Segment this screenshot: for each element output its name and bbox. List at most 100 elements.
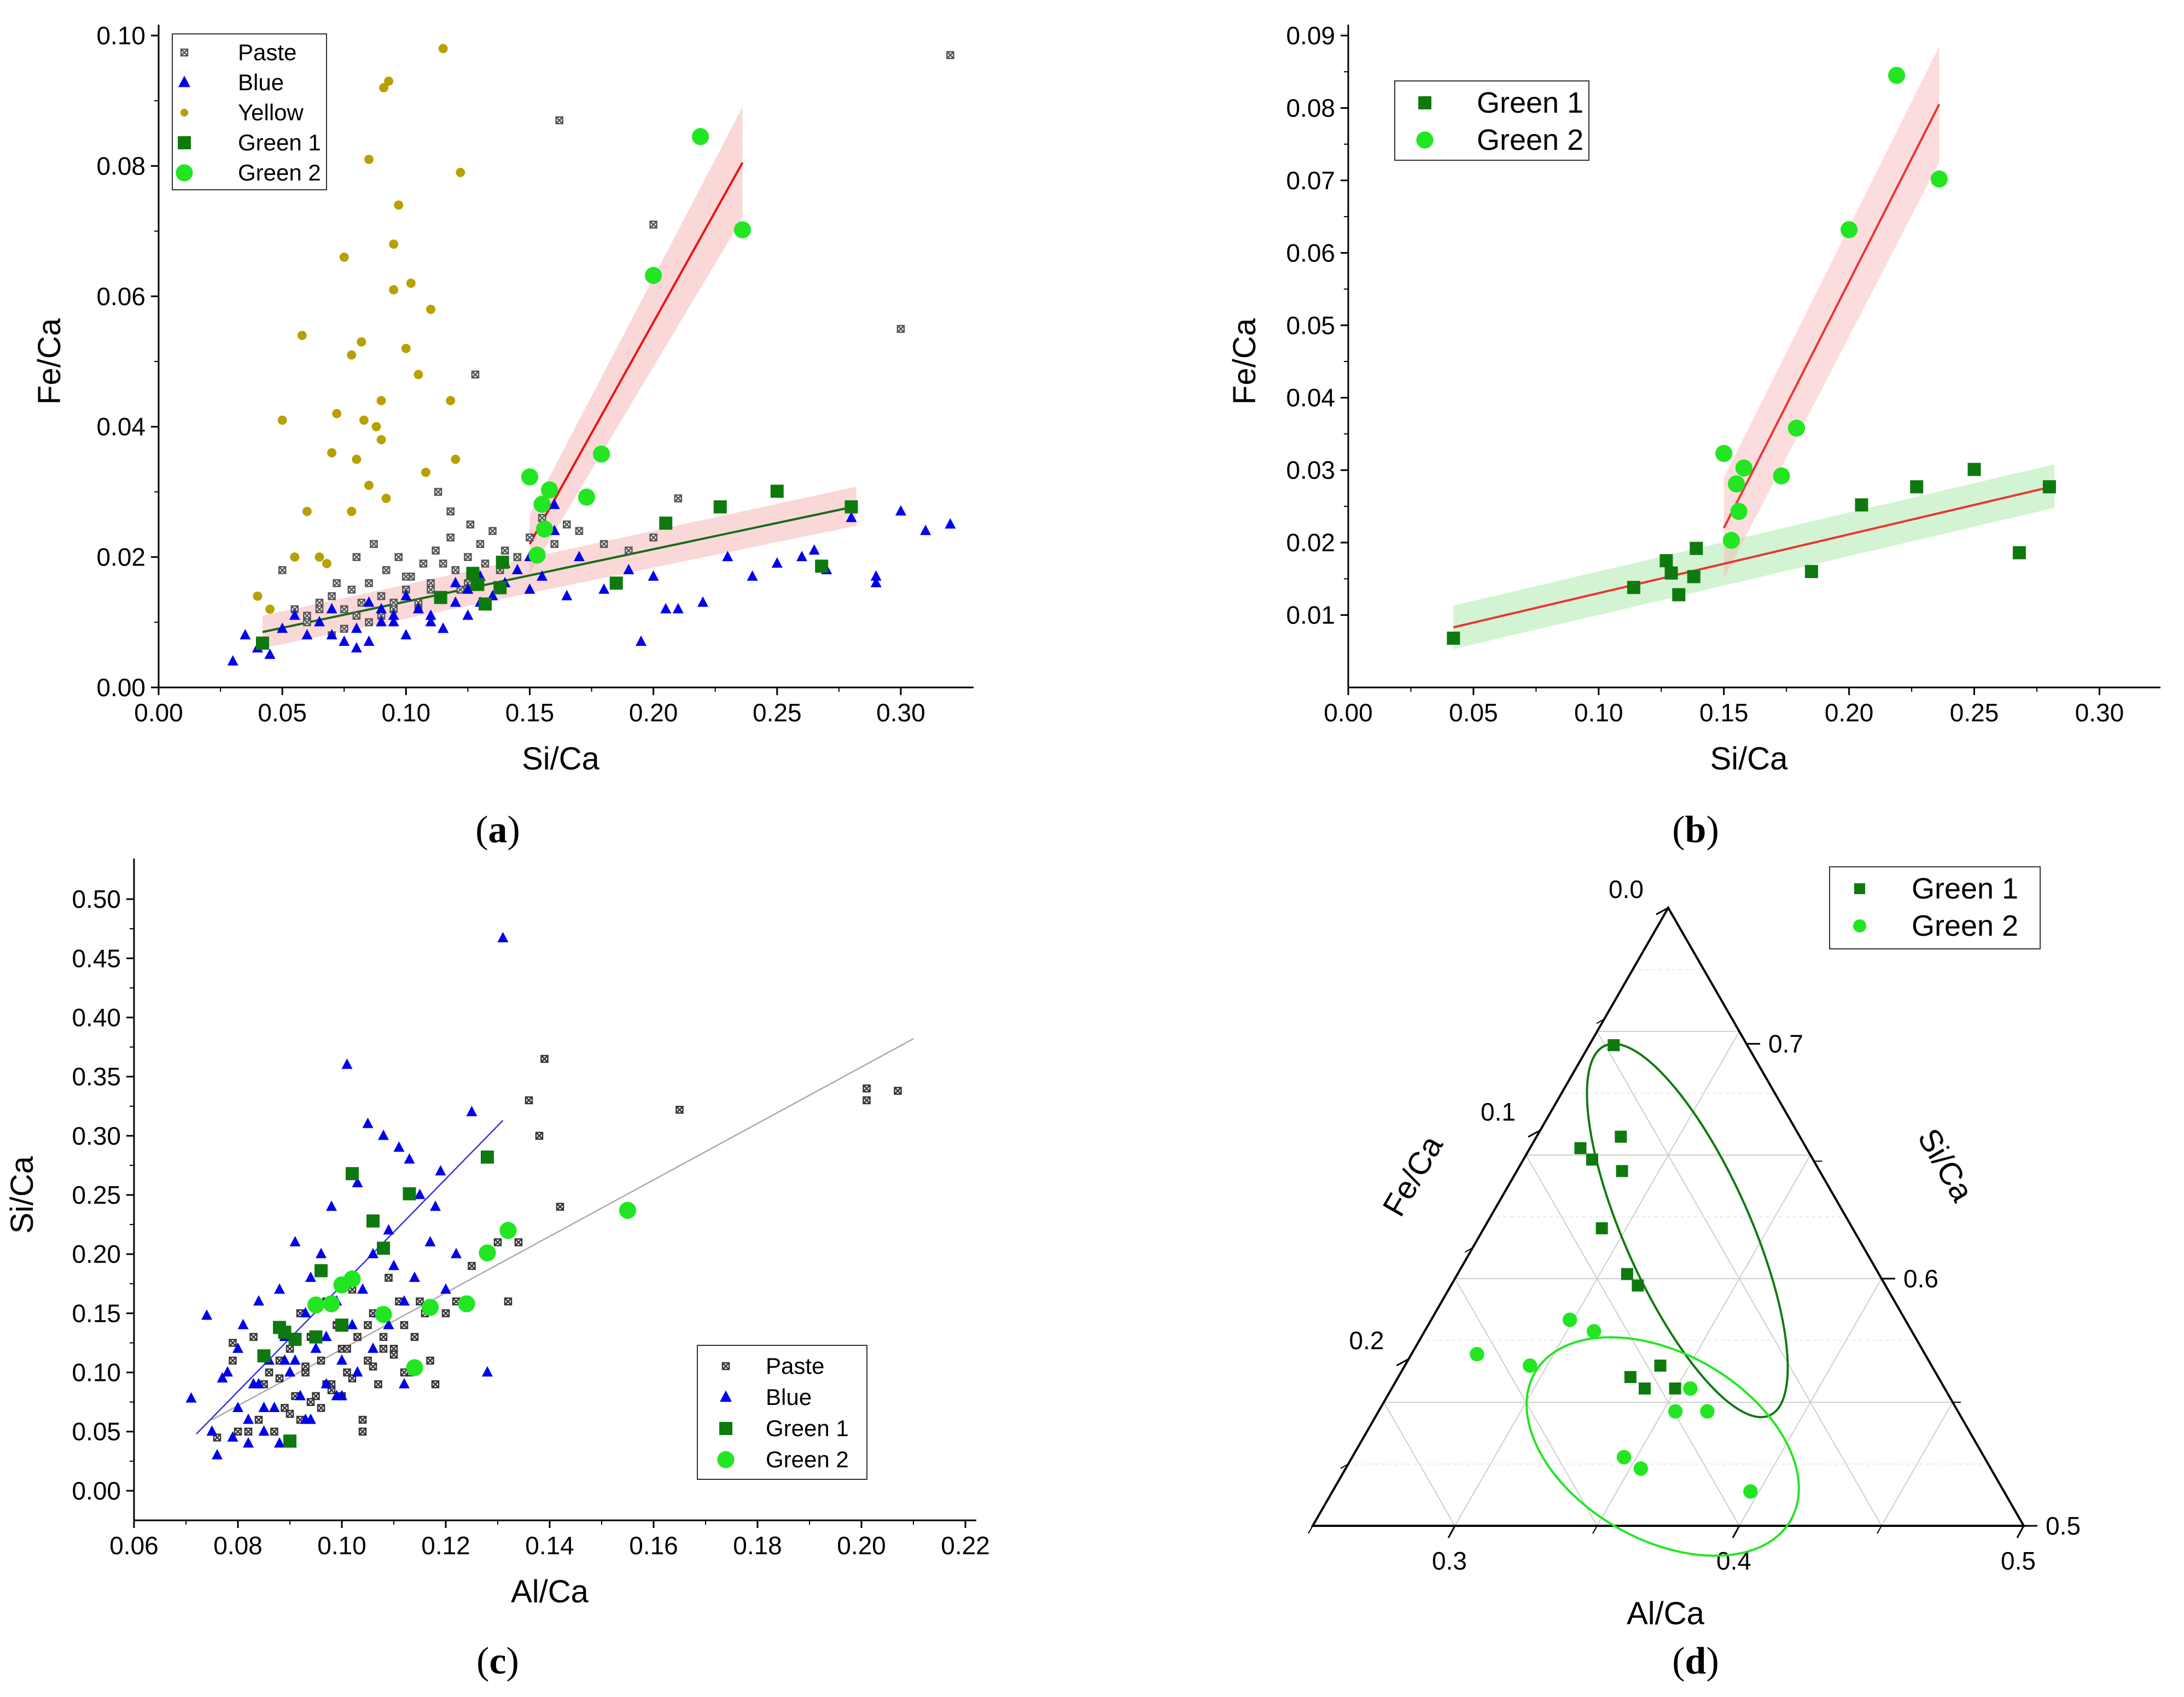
data-point-x2 (555, 116, 563, 124)
data-point (426, 305, 435, 314)
data-point (357, 337, 366, 347)
data-point (1615, 1130, 1627, 1143)
data-point (227, 655, 238, 666)
data-point-x2 (400, 1368, 408, 1377)
data-point (412, 603, 424, 614)
legend-marker (180, 108, 189, 117)
data-point (243, 1413, 254, 1424)
data-point-x2 (352, 553, 360, 561)
fit-line-0 (1453, 485, 2055, 629)
x-tick-label: 0.00 (1324, 698, 1373, 727)
data-point (369, 1362, 377, 1371)
data-point (462, 583, 474, 594)
data-point-x2 (343, 1345, 351, 1353)
data-point (284, 1366, 295, 1377)
data-point (1743, 1484, 1758, 1499)
y-tick-label: 0.40 (72, 1003, 121, 1031)
data-point (352, 611, 361, 620)
data-point-x2 (307, 1398, 315, 1406)
panel-b: 0.00 0.05 0.10 0.15 0.20 0.25 0.30 0.01 0.02 0.03… (1227, 21, 2160, 851)
y-tick-label: 0.04 (1286, 383, 1335, 412)
data-point (394, 200, 404, 210)
data-point-x2 (600, 540, 608, 548)
data-point (796, 551, 807, 562)
data-point (870, 570, 882, 581)
data-point (406, 278, 416, 288)
y-axis-label: Fe/Ca (1227, 318, 1262, 405)
data-point (691, 128, 709, 145)
data-point (340, 625, 348, 633)
data-point (496, 556, 509, 569)
data-point (458, 1295, 475, 1313)
legend-marker (720, 1390, 732, 1402)
data-point (1735, 459, 1752, 477)
data-point (1664, 566, 1678, 580)
data-point (1672, 588, 1686, 602)
data-point-x2 (213, 1433, 221, 1442)
data-point-x2 (556, 1203, 564, 1211)
panel-caption: (d) (1672, 1640, 1719, 1682)
y-tick-label: 0.20 (72, 1240, 121, 1268)
data-point (265, 1368, 273, 1377)
grid-line (1597, 1031, 1882, 1526)
data-point (446, 507, 455, 516)
data-point (441, 1309, 450, 1317)
data-point-x2 (451, 566, 459, 574)
data-point (300, 1413, 311, 1424)
data-point (481, 1150, 494, 1164)
data-point (378, 1129, 389, 1140)
data-point (1621, 1268, 1633, 1280)
legend-label: Paste (766, 1353, 824, 1379)
data-point-x2 (364, 1357, 372, 1364)
data-point (1668, 1404, 1683, 1419)
data-point-x2 (456, 586, 464, 594)
data-point (466, 1106, 477, 1117)
data-point (456, 585, 465, 594)
x-tick-label: 0.10 (317, 1531, 366, 1560)
data-point (771, 557, 783, 568)
data-point (283, 1434, 296, 1448)
data-point (896, 325, 905, 333)
panel-caption: (a) (475, 809, 520, 851)
data-point-x2 (471, 370, 479, 378)
ternary-frame (1311, 905, 2026, 1527)
data-point (359, 415, 369, 425)
data-point (404, 1153, 415, 1164)
data-point (609, 576, 623, 590)
legend-label: Green 2 (238, 160, 321, 185)
y-tick-label: 0.03 (1286, 456, 1335, 485)
data-point-x2 (229, 1339, 237, 1347)
legend-marker (1416, 131, 1434, 149)
data-point (289, 1354, 301, 1365)
data-point (229, 1356, 237, 1365)
data-point-x2 (394, 553, 403, 561)
legend-marker (717, 1451, 735, 1468)
y-tick-label: 0.10 (72, 1358, 121, 1387)
green2-ellipse (1525, 1336, 1800, 1557)
data-point-x2 (286, 1345, 294, 1353)
data-point (317, 1404, 325, 1412)
data-point-x2 (897, 325, 905, 333)
data-point-x2 (343, 1368, 351, 1377)
data-point (476, 540, 485, 549)
data-point (446, 533, 455, 542)
data-point (439, 559, 447, 568)
x-tick-label: 0.22 (941, 1531, 990, 1560)
legend-marker (176, 164, 193, 182)
data-point-x2 (649, 533, 657, 541)
data-point-x2 (416, 1297, 424, 1305)
data-point (1910, 480, 1924, 494)
data-point (573, 551, 585, 562)
data-point-x2 (400, 1321, 408, 1329)
data-point-x2 (420, 559, 427, 568)
data-point (648, 570, 659, 581)
data-point (362, 1117, 374, 1128)
data-point (537, 570, 548, 581)
data-point-x2 (535, 1132, 543, 1140)
data-point (265, 604, 275, 614)
legend-label: Paste (238, 39, 296, 65)
data-point (533, 495, 551, 513)
data-point (270, 1427, 278, 1436)
legend-marker (721, 1362, 730, 1371)
data-point (870, 576, 882, 587)
